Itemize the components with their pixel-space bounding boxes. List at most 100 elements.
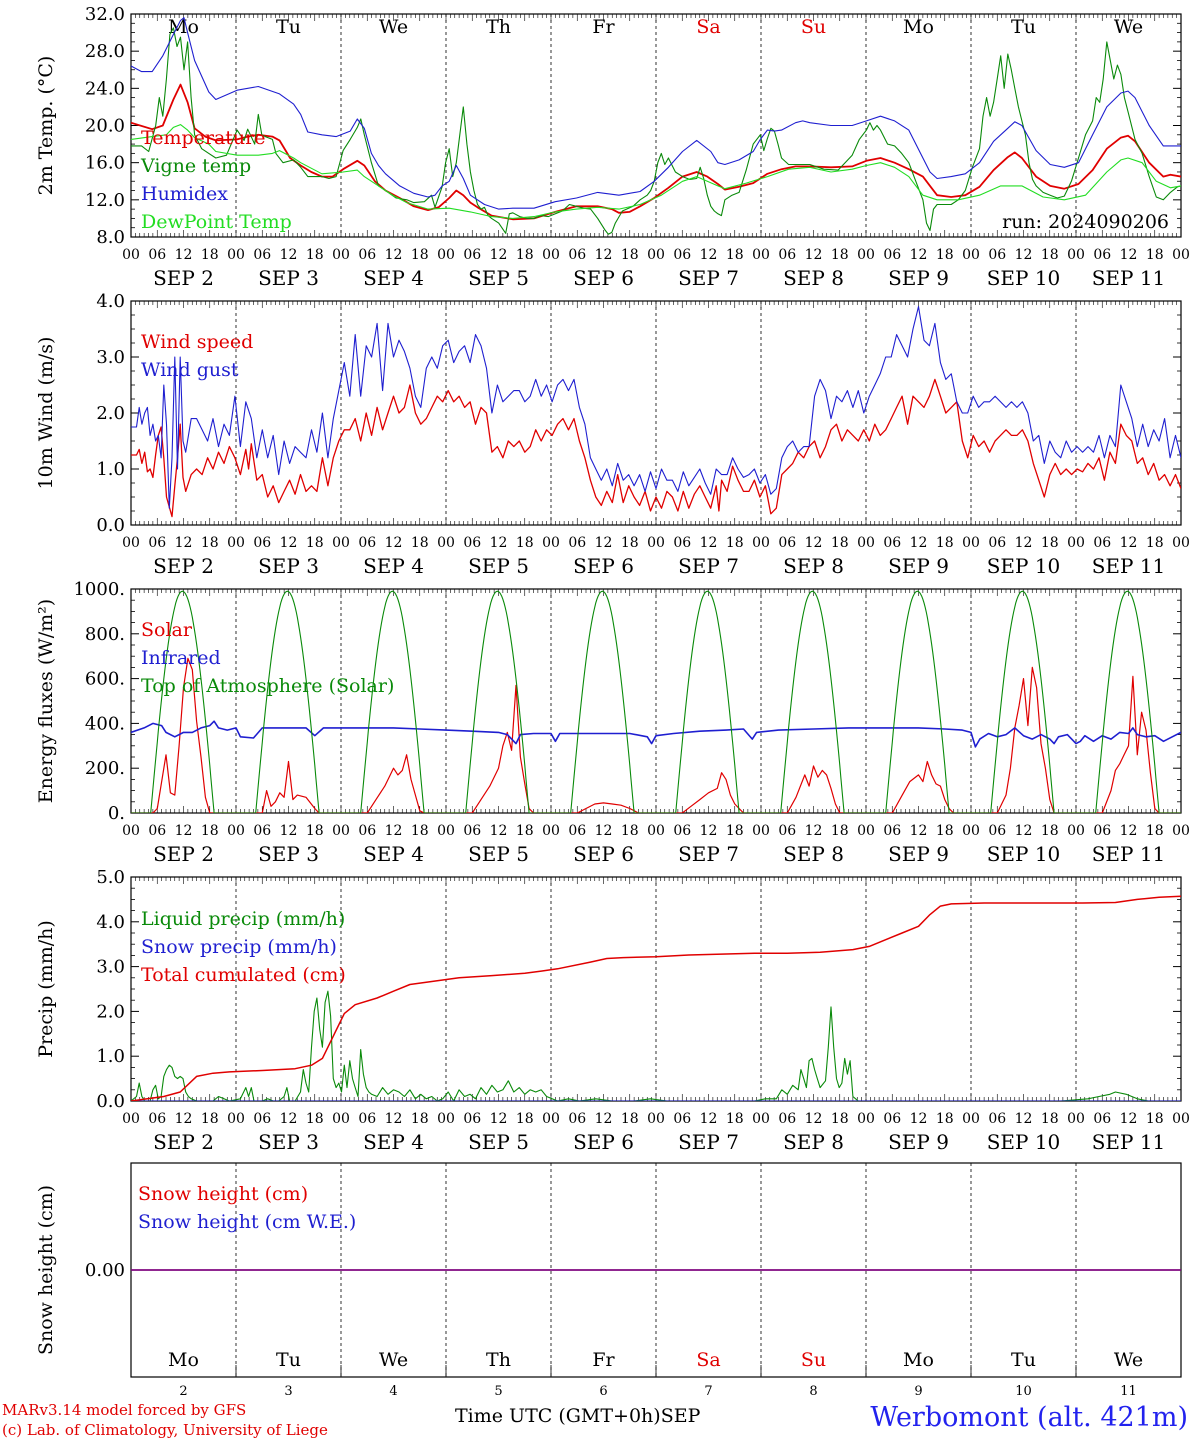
date-label: SEP 2 [153, 842, 214, 866]
date-label: SEP 4 [363, 266, 424, 290]
hour-tick-label: 06 [253, 823, 271, 839]
y-tick-label: 28.0 [85, 41, 125, 62]
day-number-label: 9 [914, 1384, 922, 1399]
hour-tick-label: 06 [778, 247, 796, 263]
hour-tick-label: 18 [1146, 823, 1164, 839]
hour-tick-label: 12 [700, 247, 718, 263]
weekday-label: Sa [696, 16, 720, 38]
y-tick-label: 0.0 [96, 515, 125, 536]
hour-tick-label: 00 [437, 823, 455, 839]
series-line [131, 27, 1181, 235]
hour-tick-label: 00 [752, 1111, 770, 1127]
y-axis-label: 10m Wind (m/s) [35, 337, 57, 490]
hour-tick-label: 12 [280, 535, 298, 551]
hour-tick-label: 12 [700, 823, 718, 839]
day-number-label: 2 [179, 1384, 187, 1399]
y-tick-label: 5.0 [96, 867, 125, 888]
y-tick-label: 16.0 [85, 153, 125, 174]
weekday-label: Tu [1011, 16, 1036, 38]
hour-tick-label: 00 [1067, 535, 1085, 551]
legend-entry: Snow height (cm) [138, 1183, 308, 1205]
series-line [131, 83, 1181, 221]
y-axis-label: Snow height (cm) [35, 1185, 57, 1355]
hour-tick-label: 12 [700, 535, 718, 551]
hour-tick-label: 00 [752, 247, 770, 263]
hour-tick-label: 06 [673, 823, 691, 839]
hour-tick-label: 06 [988, 1111, 1006, 1127]
hour-tick-label: 00 [647, 1111, 665, 1127]
hour-tick-label: 18 [621, 535, 639, 551]
hour-tick-label: 00 [332, 1111, 350, 1127]
date-label: SEP 10 [987, 842, 1061, 866]
hour-tick-label: 00 [542, 823, 560, 839]
date-label: SEP 10 [987, 554, 1061, 578]
hour-tick-label: 18 [936, 247, 954, 263]
hour-tick-label: 06 [463, 823, 481, 839]
hour-tick-label: 12 [595, 535, 613, 551]
legend-entry: Temperature [141, 127, 265, 149]
weekday-label: Su [801, 1349, 826, 1371]
date-label: SEP 4 [363, 554, 424, 578]
weekday-label: Mo [903, 1349, 934, 1371]
hour-tick-label: 00 [542, 1111, 560, 1127]
hour-tick-label: 06 [358, 823, 376, 839]
date-label: SEP 11 [1092, 266, 1166, 290]
hour-tick-label: 00 [332, 247, 350, 263]
date-label: SEP 11 [1092, 554, 1166, 578]
hour-tick-label: 12 [280, 1111, 298, 1127]
date-label: SEP 10 [987, 1130, 1061, 1154]
hour-tick-label: 12 [385, 823, 403, 839]
series-line [131, 306, 1181, 509]
panel-wind: 0.0 1.0 2.0 3.0 4.0 10m Wind (m/s) 00 06 12 18 00 0… [35, 291, 1190, 578]
hour-tick-label: 06 [568, 535, 586, 551]
hour-tick-label: 12 [1015, 535, 1033, 551]
day-number-label: 8 [809, 1384, 817, 1399]
time-axis-month: SEP [660, 1405, 701, 1427]
hour-tick-label: 18 [1146, 1111, 1164, 1127]
date-label: SEP 8 [783, 842, 844, 866]
hour-tick-label: 00 [122, 247, 140, 263]
date-label: SEP 11 [1092, 842, 1166, 866]
weekday-label: Sa [696, 1349, 720, 1371]
legend-entry: Vigne temp [140, 155, 251, 177]
hour-tick-label: 18 [831, 823, 849, 839]
panel-energy: 0. 200. 400. 600. 800. 1000. Energy fluxes (W/… [35, 579, 1190, 866]
series-line [131, 720, 1181, 748]
hour-tick-label: 12 [280, 247, 298, 263]
hour-tick-label: 00 [1172, 247, 1190, 263]
hour-tick-label: 00 [227, 247, 245, 263]
hour-tick-label: 18 [411, 535, 429, 551]
weekday-label: Th [486, 16, 511, 38]
hour-tick-label: 12 [1120, 1111, 1138, 1127]
hour-tick-label: 18 [831, 535, 849, 551]
weekday-label: We [379, 1349, 408, 1371]
hour-tick-label: 18 [306, 535, 324, 551]
hour-tick-label: 12 [385, 1111, 403, 1127]
hour-tick-label: 18 [1146, 535, 1164, 551]
panel-temp: 8.0 12.0 16.0 20.0 24.0 28.0 32.0 2m Temp. (°C)… [35, 4, 1190, 290]
weekday-label: Tu [276, 16, 301, 38]
y-axis-label: 2m Temp. (°C) [35, 56, 57, 196]
weekday-label: Tu [276, 1349, 301, 1371]
hour-tick-label: 12 [175, 247, 193, 263]
hour-tick-label: 18 [306, 823, 324, 839]
hour-tick-label: 12 [175, 535, 193, 551]
y-tick-label: 32.0 [85, 4, 125, 25]
date-label: SEP 11 [1092, 1130, 1166, 1154]
hour-tick-label: 00 [962, 535, 980, 551]
y-tick-label: 400. [85, 713, 125, 734]
hour-tick-label: 18 [1146, 247, 1164, 263]
y-tick-label: 1.0 [96, 1046, 125, 1067]
hour-tick-label: 18 [1041, 535, 1059, 551]
hour-tick-label: 12 [1015, 1111, 1033, 1127]
panel-frame [130, 588, 1182, 814]
hour-tick-label: 00 [857, 823, 875, 839]
hour-tick-label: 12 [595, 823, 613, 839]
y-tick-label: 0.0 [96, 1091, 125, 1112]
hour-tick-label: 18 [726, 823, 744, 839]
hour-tick-label: 06 [1093, 823, 1111, 839]
hour-tick-label: 00 [647, 247, 665, 263]
weekday-label: Fr [592, 16, 615, 38]
legend-entry: Snow height (cm W.E.) [138, 1211, 356, 1233]
hour-tick-label: 00 [542, 535, 560, 551]
